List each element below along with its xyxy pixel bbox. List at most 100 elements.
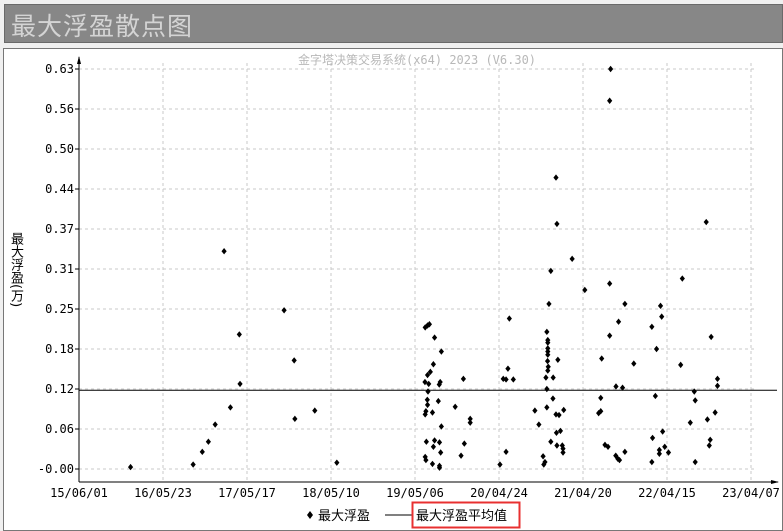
data-point (312, 407, 318, 414)
data-point (582, 286, 588, 294)
y-tick-labels: -0.00 0.06 0.12 0.18 0.25 0.31 0.37 0.44 0.50 0.5… (38, 62, 74, 476)
data-point (540, 453, 546, 460)
data-point (557, 427, 564, 435)
data-point (510, 376, 516, 383)
data-point (545, 351, 551, 358)
data-point (703, 218, 709, 226)
data-point (544, 385, 550, 393)
data-point (430, 361, 436, 368)
points-layer (127, 65, 721, 471)
y-axis-arrow-icon (77, 56, 81, 64)
data-point (561, 406, 567, 414)
data-point (436, 381, 442, 388)
data-point (569, 255, 575, 263)
data-point (437, 378, 443, 386)
y-tick-label: 0.06 (45, 422, 74, 436)
data-point (460, 375, 467, 383)
data-point (292, 415, 298, 423)
data-point (205, 438, 211, 445)
data-point (622, 448, 628, 456)
data-point (660, 428, 666, 435)
x-tick-label: 17/05/17 (218, 486, 276, 500)
data-point (602, 441, 608, 449)
data-point (430, 443, 436, 450)
y-tick-label: 0.63 (45, 62, 74, 76)
data-point (281, 307, 287, 314)
legend: 最大浮盈 最大浮盈平均值 (307, 501, 521, 529)
data-point (598, 408, 604, 415)
data-point (555, 356, 561, 363)
data-point (542, 458, 548, 466)
y-tick-label: 0.56 (45, 102, 74, 116)
data-point (334, 459, 340, 466)
data-point (221, 248, 227, 255)
x-tick-label: 18/05/10 (302, 486, 360, 500)
data-point (544, 328, 550, 336)
data-point (544, 357, 551, 365)
x-axis-arrow-icon (771, 480, 779, 484)
data-point (656, 450, 662, 457)
data-point (429, 460, 436, 468)
x-tick-labels: 15/06/01 16/05/23 17/05/17 18/05/10 19/05/06… (50, 486, 780, 500)
data-point (546, 300, 552, 308)
data-point (436, 464, 443, 471)
y-tick-label: 0.25 (45, 302, 74, 316)
data-point (424, 401, 431, 409)
data-point (423, 408, 429, 415)
data-point (423, 456, 429, 464)
data-point (691, 388, 697, 395)
y-tick-label: 0.44 (45, 182, 74, 196)
data-point (548, 438, 554, 445)
y-tick-label: -0.00 (38, 462, 74, 476)
data-point (598, 394, 604, 402)
data-point (659, 313, 665, 320)
y-tick-label: 0.37 (45, 222, 74, 236)
data-point (544, 404, 550, 411)
data-point (452, 403, 458, 410)
x-tick-label: 23/04/07 (722, 486, 780, 500)
data-point (687, 419, 693, 426)
data-point (536, 421, 542, 428)
y-tick-label: 0.12 (45, 382, 74, 396)
data-point (613, 383, 619, 390)
data-point (712, 409, 718, 416)
data-point (607, 332, 613, 339)
data-point (714, 375, 721, 383)
data-point (550, 374, 556, 381)
data-point (616, 456, 623, 464)
data-point (692, 397, 698, 404)
data-point (435, 397, 441, 405)
data-point (543, 374, 549, 381)
data-point (599, 355, 605, 362)
data-point (212, 421, 218, 428)
data-point (559, 442, 565, 449)
data-point (291, 357, 297, 364)
data-point (707, 436, 713, 443)
data-point (467, 415, 473, 423)
window-title: 最大浮盈散点图 (11, 12, 194, 41)
data-point (607, 65, 614, 73)
data-point (424, 371, 431, 379)
data-point (652, 392, 658, 400)
data-point (190, 461, 196, 468)
data-point (127, 463, 134, 471)
data-point (656, 446, 662, 454)
data-point (236, 331, 242, 338)
data-point (438, 423, 444, 430)
data-point (704, 416, 711, 423)
data-point (548, 267, 554, 275)
data-point (560, 445, 566, 452)
data-point (714, 382, 721, 390)
data-point (503, 376, 509, 383)
data-point (649, 434, 656, 442)
legend-diamond-icon (307, 511, 313, 519)
data-point (503, 448, 509, 456)
data-point (657, 302, 664, 310)
data-point (545, 363, 551, 370)
data-point (422, 324, 428, 331)
data-point (619, 384, 626, 391)
data-point (237, 380, 243, 388)
watermark: 金字塔决策交易系统(x64) 2023 (V6.30) (298, 52, 536, 67)
y-tick-label: 0.31 (45, 262, 74, 276)
data-point (613, 452, 619, 459)
